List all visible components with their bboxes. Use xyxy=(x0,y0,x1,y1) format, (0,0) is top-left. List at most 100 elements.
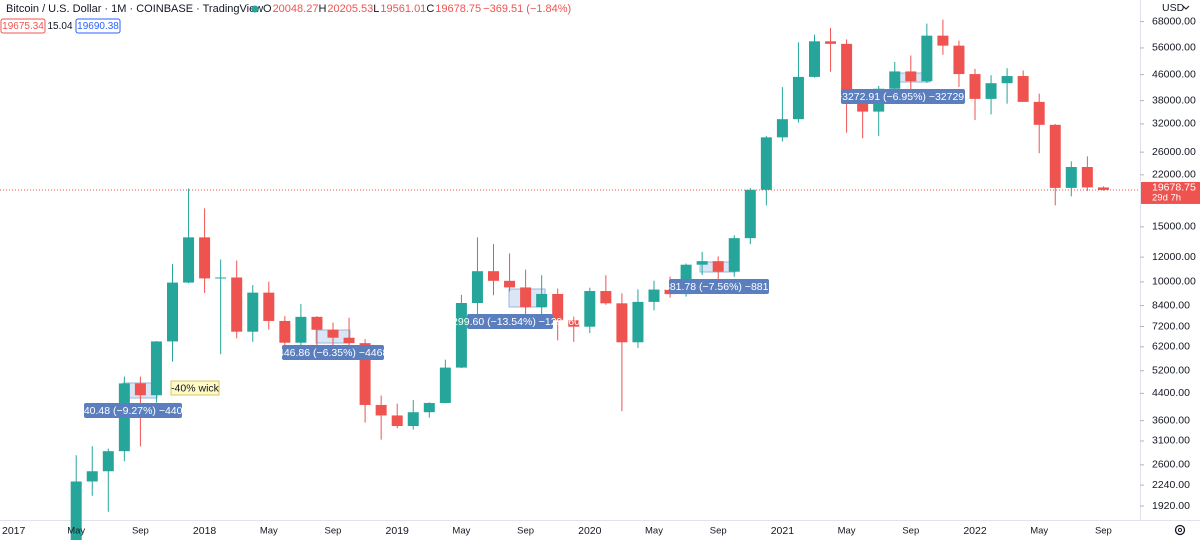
x-tick-label: 2022 xyxy=(963,525,987,537)
ohlc-key: O xyxy=(263,3,272,15)
candle-body xyxy=(86,471,98,482)
candle-body xyxy=(263,292,275,321)
last-price-label: 19678.75 xyxy=(1152,182,1196,194)
candle-body xyxy=(584,291,596,327)
candle-body xyxy=(905,71,917,82)
ask: 19690.38 xyxy=(77,21,119,32)
x-tick-label: 2019 xyxy=(386,525,410,537)
candle-body xyxy=(359,343,371,405)
candle-body xyxy=(536,293,548,308)
candle-body xyxy=(183,237,195,283)
candle-body xyxy=(150,341,162,396)
candle-body xyxy=(311,316,323,330)
y-tick-label: 8400.00 xyxy=(1152,299,1190,311)
x-tick-label: 2021 xyxy=(771,525,795,537)
y-tick-label: 22000.00 xyxy=(1152,169,1196,181)
x-tick-label: Sep xyxy=(902,526,919,537)
x-tick-label: Sep xyxy=(710,526,727,537)
note: -40% wick xyxy=(171,382,220,394)
candle-body xyxy=(857,103,869,112)
candle-body xyxy=(648,289,660,302)
candle-body xyxy=(809,41,820,77)
y-tick-label: 6200.00 xyxy=(1152,341,1190,353)
ohlc-value: 19678.75 xyxy=(435,3,481,15)
candle-body xyxy=(1065,167,1077,188)
x-tick-label: Sep xyxy=(1095,526,1112,537)
candle-body xyxy=(520,287,532,308)
x-tick-label: May xyxy=(260,526,278,537)
y-tick-label: 3600.00 xyxy=(1152,414,1190,426)
candle-body xyxy=(423,402,435,413)
chart-title: Bitcoin / U.S. Dollar · 1M · COINBASE · … xyxy=(6,3,263,15)
candle-body xyxy=(760,137,772,190)
y-tick-label: 1920.00 xyxy=(1152,500,1190,512)
candle-body xyxy=(455,303,467,368)
y-tick-label: 5200.00 xyxy=(1152,364,1190,376)
candle-body xyxy=(504,280,516,288)
y-tick-label: 32000.00 xyxy=(1152,118,1196,130)
candle-body xyxy=(1017,76,1029,102)
measure-label: −446.86 (−6.35%) −44686 xyxy=(272,347,394,359)
candle-body xyxy=(600,291,612,304)
y-tick-label: 46000.00 xyxy=(1152,68,1196,80)
candle-body xyxy=(1033,101,1045,125)
x-tick-label: May xyxy=(645,526,663,537)
bid: 19675.34 xyxy=(2,21,44,32)
candle-body xyxy=(102,451,114,472)
y-tick-label: 26000.00 xyxy=(1152,146,1196,158)
y-tick-label: 10000.00 xyxy=(1152,276,1196,288)
y-tick-label: 12000.00 xyxy=(1152,251,1196,263)
candle-body xyxy=(969,74,981,99)
ohlc-legend: O20048.27H20205.53L19561.01C19678.75 −369… xyxy=(263,3,571,15)
measure-label: −881.78 (−7.56%) −88178 xyxy=(658,281,780,293)
note-bg xyxy=(170,380,220,396)
measure-label-bg xyxy=(841,89,965,104)
ohlc-value: 20205.53 xyxy=(327,3,373,15)
x-tick-label: May xyxy=(452,526,470,537)
candle-body xyxy=(552,293,564,321)
settings-icon[interactable] xyxy=(1174,524,1186,536)
measure-label: −1299.60 (−13.54%) −129960 xyxy=(440,316,580,328)
y-tick-label: 4400.00 xyxy=(1152,387,1190,399)
currency-arrow[interactable] xyxy=(1182,5,1190,10)
y-tick-label: 38000.00 xyxy=(1152,94,1196,106)
candle-body xyxy=(439,367,451,403)
candle-body xyxy=(889,71,901,89)
candle-body xyxy=(632,301,644,343)
ohlc-change: −369.51 (−1.84%) xyxy=(483,3,571,15)
candle-body xyxy=(231,277,243,332)
candle-body xyxy=(134,383,146,396)
candle-body xyxy=(375,404,387,416)
candle-body xyxy=(953,45,965,75)
currency[interactable]: USD xyxy=(1162,2,1185,14)
x-tick-label: Sep xyxy=(517,526,534,537)
measure-label: −3272.91 (−6.95%) −327291 xyxy=(836,91,970,103)
y-tick-label: 15000.00 xyxy=(1152,221,1196,233)
bid-box xyxy=(0,18,46,34)
gear-center[interactable] xyxy=(1177,527,1183,533)
candle-body xyxy=(616,303,628,343)
candle-body xyxy=(199,237,211,279)
x-tick-label: May xyxy=(67,526,85,537)
candle-body xyxy=(792,76,804,120)
candle-body xyxy=(921,35,933,82)
x-tick-label: Sep xyxy=(132,526,149,537)
y-tick-label: 56000.00 xyxy=(1152,42,1196,54)
candle-body xyxy=(728,238,740,272)
gear[interactable] xyxy=(1174,524,1186,536)
candle-body xyxy=(327,329,339,338)
y-tick-label: 68000.00 xyxy=(1152,15,1196,27)
measure-label-bg xyxy=(84,403,182,418)
candle-body xyxy=(407,412,419,427)
candle-body xyxy=(1081,167,1093,188)
status-dot xyxy=(251,5,259,13)
y-tick-label: 2600.00 xyxy=(1152,459,1190,471)
candle-body xyxy=(744,189,756,239)
countdown: 29d 7h xyxy=(1152,192,1181,203)
candle-body xyxy=(568,320,580,327)
candle-body xyxy=(985,83,997,99)
ohlc-value: 19561.01 xyxy=(380,3,426,15)
candle-body xyxy=(712,261,724,272)
candle-body xyxy=(295,316,307,343)
measure-label-bg xyxy=(669,279,769,294)
